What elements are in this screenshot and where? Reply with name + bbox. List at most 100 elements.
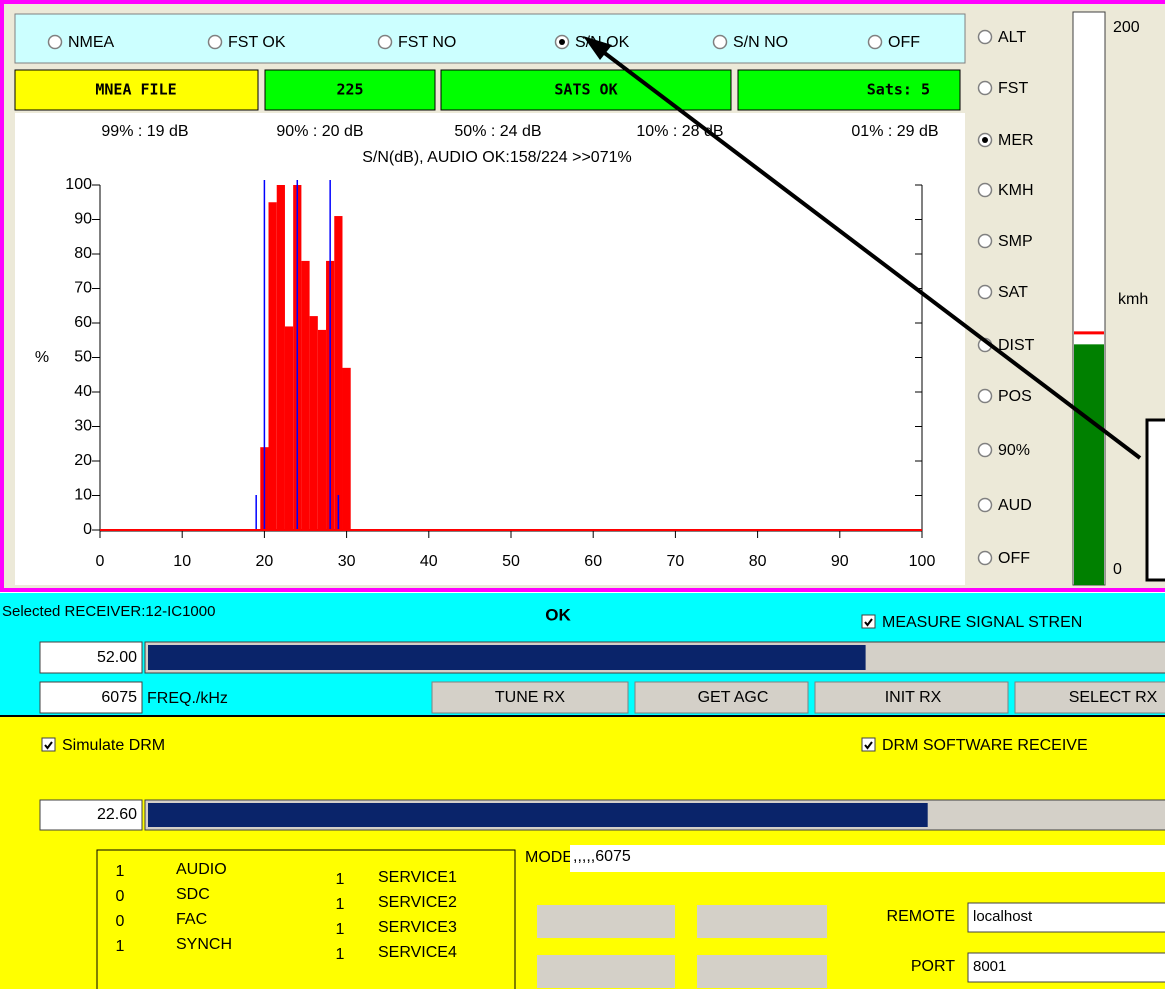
x-tick-label: 100 bbox=[909, 553, 936, 570]
radio-button[interactable] bbox=[977, 80, 993, 96]
gauge-tick-label: 200 bbox=[1113, 19, 1140, 36]
drm-status-box bbox=[96, 849, 516, 989]
radio-button[interactable] bbox=[977, 550, 993, 566]
freq-field bbox=[39, 681, 143, 714]
indicator bbox=[537, 905, 675, 938]
port-field[interactable] bbox=[967, 952, 1165, 983]
y-tick-label: 60 bbox=[74, 314, 92, 331]
mode-label: MODE: bbox=[525, 849, 577, 866]
bar bbox=[284, 326, 294, 530]
y-tick-label: 40 bbox=[74, 383, 92, 400]
radio-label: POS bbox=[998, 388, 1032, 405]
checkbox[interactable] bbox=[861, 737, 876, 752]
radio-button[interactable] bbox=[977, 233, 993, 249]
button[interactable] bbox=[1014, 681, 1165, 714]
y-tick-label: 50 bbox=[74, 349, 92, 366]
radio-label: 90% bbox=[998, 442, 1030, 459]
arrow-head bbox=[583, 36, 612, 60]
drm-level-fill bbox=[148, 803, 928, 827]
checkbox[interactable] bbox=[41, 737, 56, 752]
bar bbox=[309, 316, 318, 530]
status-count: 1 bbox=[336, 896, 345, 913]
status-name: SERVICE1 bbox=[378, 869, 457, 886]
bar bbox=[342, 367, 351, 530]
remote-field[interactable] bbox=[967, 902, 1165, 933]
radio-label: AUD bbox=[998, 497, 1032, 514]
radio-label: FST bbox=[998, 80, 1028, 97]
radio-button[interactable] bbox=[712, 34, 728, 50]
x-tick-label: 10 bbox=[173, 553, 191, 570]
drm-level-field bbox=[39, 799, 143, 831]
freq-text: 6075 bbox=[101, 689, 137, 706]
status-name: AUDIO bbox=[176, 861, 227, 878]
status-text: Sats: 5 bbox=[867, 81, 930, 99]
status-name: SDC bbox=[176, 886, 210, 903]
remote-value: localhost bbox=[973, 908, 1033, 925]
status-name: SERVICE4 bbox=[378, 944, 457, 961]
port-label: PORT bbox=[911, 958, 955, 975]
radio-button[interactable] bbox=[977, 182, 993, 198]
radio-label: KMH bbox=[998, 182, 1034, 199]
stat-label: 50% : 24 dB bbox=[454, 123, 541, 140]
y-tick-label: 90 bbox=[74, 211, 92, 228]
indicator bbox=[697, 955, 827, 988]
indicator bbox=[537, 955, 675, 988]
chart-title: S/N(dB), AUDIO OK:158/224 >>071% bbox=[362, 149, 631, 166]
radio-button[interactable] bbox=[977, 284, 993, 300]
x-tick-label: 50 bbox=[502, 553, 520, 570]
status-count: 0 bbox=[116, 913, 125, 930]
radio-button[interactable] bbox=[867, 34, 883, 50]
radio-button[interactable] bbox=[977, 29, 993, 45]
check-mark bbox=[44, 741, 53, 750]
bar bbox=[301, 260, 310, 530]
button-label: GET AGC bbox=[698, 689, 769, 706]
level-field bbox=[39, 641, 143, 674]
panel-border bbox=[0, 0, 1165, 592]
checkbox[interactable] bbox=[861, 614, 876, 629]
status-text: SATS OK bbox=[554, 81, 617, 99]
y-tick-label: 10 bbox=[74, 487, 92, 504]
x-tick-label: 20 bbox=[256, 553, 274, 570]
radio-button[interactable] bbox=[207, 34, 223, 50]
status-text: MNEA FILE bbox=[95, 81, 176, 99]
drm-level-text: 22.60 bbox=[97, 806, 137, 823]
check-mark bbox=[864, 618, 873, 627]
button[interactable] bbox=[814, 681, 1009, 714]
status-name: FAC bbox=[176, 911, 207, 928]
y-tick-label: 20 bbox=[74, 452, 92, 469]
radio-dot bbox=[559, 39, 565, 45]
radio-button[interactable] bbox=[977, 497, 993, 513]
bar bbox=[268, 202, 277, 530]
receiver-state: OK bbox=[545, 605, 571, 624]
gauge-level bbox=[1074, 344, 1104, 585]
radio-button[interactable] bbox=[977, 442, 993, 458]
radio-label: OFF bbox=[888, 34, 920, 51]
radio-button[interactable] bbox=[977, 388, 993, 404]
button[interactable] bbox=[634, 681, 809, 714]
receiver-name: Selected RECEIVER:12-IC1000 bbox=[2, 603, 215, 620]
radio-dot bbox=[982, 137, 988, 143]
histogram: 99% : 19 dB 90% : 20 dB 50% : 24 dB 10% : 2… bbox=[65, 123, 938, 570]
level-text: 52.00 bbox=[97, 649, 137, 666]
x-tick-label: 40 bbox=[420, 553, 438, 570]
stat-label: 90% : 20 dB bbox=[276, 123, 363, 140]
annotation-arrow bbox=[596, 46, 1142, 460]
checkbox-label: DRM SOFTWARE RECEIVE bbox=[882, 737, 1088, 754]
check-mark bbox=[864, 741, 873, 750]
gauge-tick-label: 0 bbox=[1113, 561, 1122, 578]
status-count: 0 bbox=[116, 888, 125, 905]
x-tick-label: 0 bbox=[96, 553, 105, 570]
button[interactable] bbox=[431, 681, 629, 714]
gauge-unit: kmh bbox=[1118, 291, 1148, 308]
button-label: SELECT RX bbox=[1069, 689, 1158, 706]
radio-label: OFF bbox=[998, 550, 1030, 567]
status-count: 1 bbox=[336, 946, 345, 963]
radio-button[interactable] bbox=[47, 34, 63, 50]
status-box bbox=[264, 69, 436, 111]
radio-label: DIST bbox=[998, 337, 1035, 354]
x-tick-label: 30 bbox=[338, 553, 356, 570]
radio-label: SAT bbox=[998, 284, 1028, 301]
radio-label: FST NO bbox=[398, 34, 456, 51]
radio-button[interactable] bbox=[377, 34, 393, 50]
